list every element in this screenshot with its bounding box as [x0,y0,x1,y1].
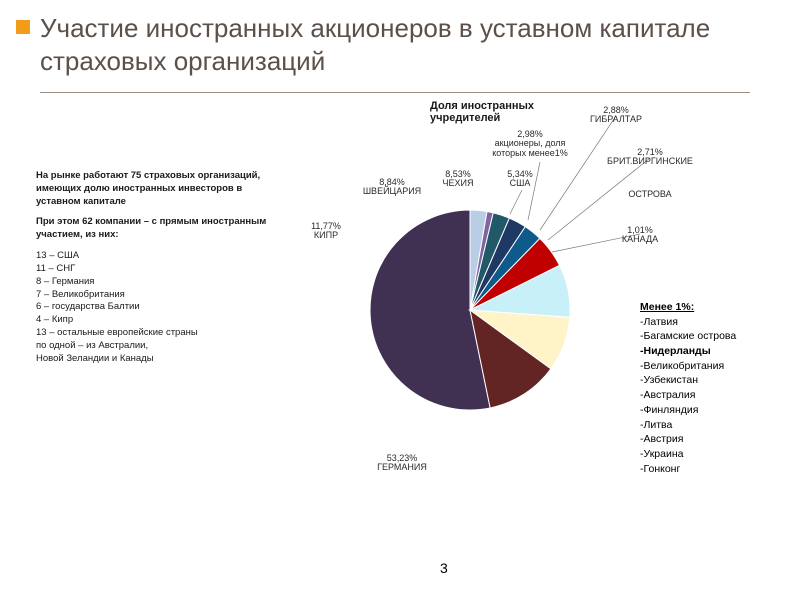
left-text-column: На рынке работают 75 страховых организац… [36,170,281,365]
title-rule [40,92,750,93]
left-p1: На рынке работают 75 страховых организац… [36,170,281,208]
left-list-item: 13 – США [36,250,281,263]
left-list-item: 11 – СНГ [36,263,281,276]
right-list-item: -Узбекистан [640,373,780,388]
left-p2: При этом 62 компании – с прямым иностран… [36,216,281,242]
right-list-item: -Австралия [640,388,780,403]
right-list-item: -Украина [640,447,780,462]
right-list: -Латвия-Багамские острова-Нидерланды-Вел… [640,315,780,477]
right-list-item: -Австрия [640,432,780,447]
left-list-item: 4 – Кипр [36,314,281,327]
left-list-item: 13 – остальные европейские страны [36,327,281,340]
left-list: 13 – США11 – СНГ8 – Германия7 – Великобр… [36,250,281,365]
left-list-item: Новой Зеландии и Канады [36,353,281,366]
page-number: 3 [440,560,448,576]
right-list-item: -Латвия [640,315,780,330]
left-list-item: 7 – Великобритания [36,289,281,302]
right-list-item: -Финляндия [640,403,780,418]
left-list-item: 8 – Германия [36,276,281,289]
pie-chart [300,100,640,560]
left-list-item: по одной – из Австралии, [36,340,281,353]
right-list-item: -Гонконг [640,462,780,477]
right-column: Менее 1%: -Латвия-Багамские острова-Ниде… [640,300,780,476]
right-list-item: -Литва [640,418,780,433]
slide: Участие иностранных акционеров в уставно… [0,0,800,600]
right-list-item: -Нидерланды [640,344,780,359]
right-list-item: -Великобритания [640,359,780,374]
right-list-item: -Багамские острова [640,329,780,344]
right-header: Менее 1%: [640,301,694,313]
left-list-item: 6 – государства Балтии [36,301,281,314]
slide-title: Участие иностранных акционеров в уставно… [40,12,760,77]
title-marker [16,20,30,34]
